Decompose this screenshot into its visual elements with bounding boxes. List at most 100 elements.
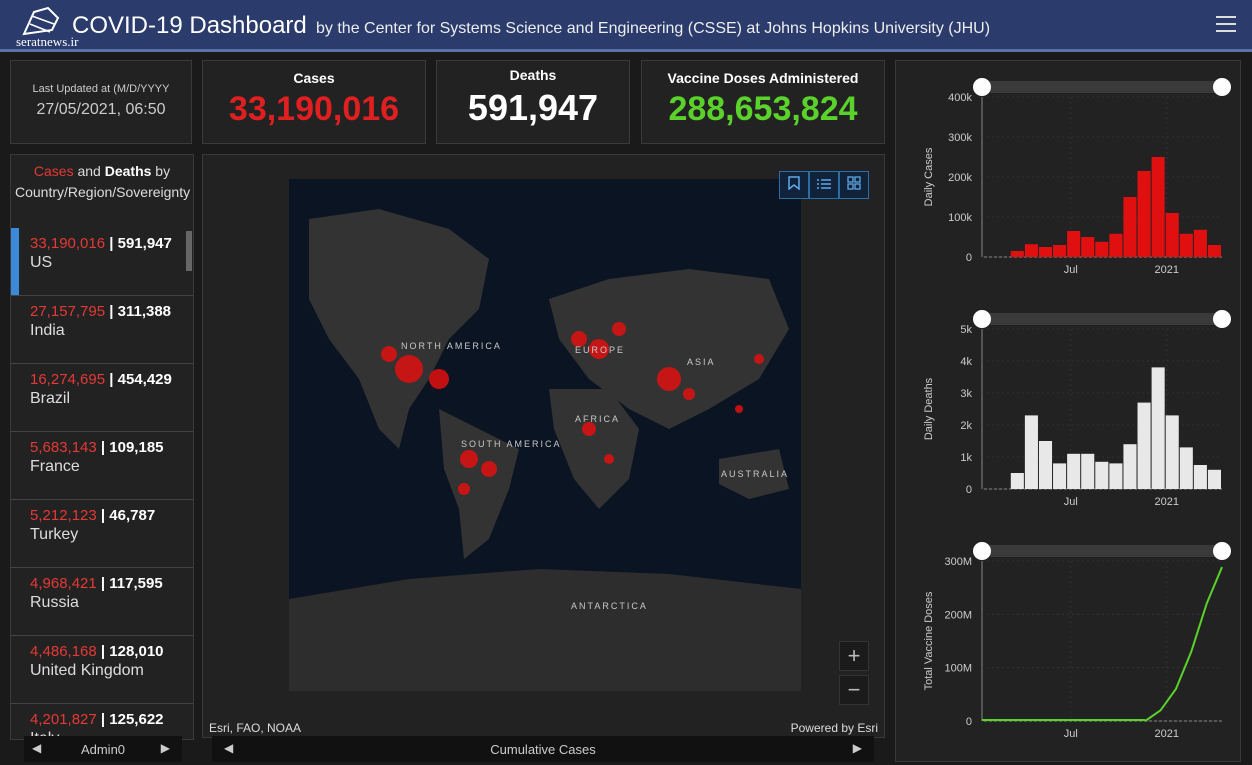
y-tick-label: 200k <box>948 172 972 184</box>
list-item-deaths: 125,622 <box>109 711 164 728</box>
world-map[interactable]: NORTH AMERICA EUROPE ASIA AFRICA SOUTH A… <box>289 179 801 691</box>
list-item[interactable]: 33,190,016 | 591,947 US <box>11 228 193 296</box>
deaths-value: 591,947 <box>467 87 599 128</box>
vaccine-panel: Vaccine Doses Administered 288,653,824 <box>641 60 885 144</box>
list-item-name: Russia <box>30 594 79 611</box>
list-item[interactable]: 16,274,695 | 454,429 Brazil <box>11 364 193 432</box>
bar <box>1038 441 1053 489</box>
bar <box>1095 241 1109 257</box>
cases-value: 33,190,016 <box>228 90 400 128</box>
map-label-australia: AUSTRALIA <box>721 469 790 479</box>
list-item-deaths-sep: | <box>96 507 110 524</box>
x-tick-label: Jul <box>1064 264 1078 276</box>
bar <box>1137 171 1151 257</box>
zoom-out-button[interactable]: − <box>839 675 869 705</box>
top-bar: seratnews.ir COVID-19 Dashboard by the C… <box>0 0 1252 52</box>
range-handle-left <box>973 310 991 328</box>
list-item[interactable]: 27,157,795 | 311,388 India <box>11 296 193 364</box>
y-tick-label: 0 <box>966 716 972 728</box>
list-item-cases: 4,486,168 <box>30 643 97 660</box>
map-label-africa: AFRICA <box>575 414 621 424</box>
bar <box>1010 473 1024 489</box>
map-label-south-america: SOUTH AMERICA <box>461 439 562 449</box>
bar <box>1179 447 1193 489</box>
list-item-deaths: 117,595 <box>109 575 163 592</box>
list-header-rest: by Country/Region/Sovereignty <box>15 163 191 200</box>
list-item-cases: 4,968,421 <box>30 575 97 592</box>
bar <box>1207 469 1221 489</box>
map-next-icon[interactable]: ▶ <box>852 741 862 755</box>
range-handle-left <box>973 78 991 96</box>
map-attribution: Esri, FAO, NOAA <box>209 721 302 735</box>
list-item-deaths-sep: | <box>105 303 118 320</box>
last-updated-panel: Last Updated at (M/D/YYYY 27/05/2021, 06… <box>10 60 192 144</box>
y-tick-label: 2k <box>960 420 972 432</box>
list-item-cases: 27,157,795 <box>30 303 106 320</box>
list-item-deaths-sep: | <box>96 643 110 660</box>
list-item-cases: 5,683,143 <box>30 439 97 456</box>
map-label-antarctica: ANTARCTICA <box>571 601 648 611</box>
list-prev-icon[interactable]: ◀ <box>32 741 42 755</box>
logo-icon <box>22 6 60 36</box>
y-tick-label: 3k <box>960 388 972 400</box>
list-item-name: Brazil <box>30 390 71 407</box>
range-slider <box>982 313 1222 325</box>
list-item-deaths-sep: | <box>105 371 118 388</box>
range-handle-left <box>973 542 991 560</box>
y-tick-label: 100k <box>948 212 972 224</box>
list-item-name: US <box>30 254 53 271</box>
bar <box>1053 463 1067 489</box>
bar <box>1053 245 1067 257</box>
list-item-deaths: 46,787 <box>109 507 156 524</box>
vaccine-doses-chart: 0 100M 200M 300M Jul 2021 Total Vaccine Doses <box>923 542 1231 740</box>
list-item-deaths: 109,185 <box>109 439 164 456</box>
y-tick-label: 0 <box>966 252 972 264</box>
x-tick-label: Jul <box>1064 728 1078 740</box>
basemap-gallery-icon[interactable] <box>839 171 869 199</box>
list-next-icon[interactable]: ▶ <box>160 741 170 755</box>
list-item-cases: 16,274,695 <box>30 371 106 388</box>
cases-panel: Cases 33,190,016 <box>202 60 426 144</box>
list-item[interactable]: 5,683,143 | 109,185 France <box>11 432 193 500</box>
bar <box>1024 244 1038 257</box>
map-label-north-america: NORTH AMERICA <box>401 341 502 351</box>
list-item-deaths: 454,429 <box>117 371 172 388</box>
deaths-panel: Deaths 591,947 <box>436 60 630 144</box>
y-tick-label: 200M <box>944 609 972 621</box>
map-footer: ◀ Cumulative Cases ▶ <box>212 736 874 762</box>
y-tick-label: 4k <box>960 356 972 368</box>
vaccine-value: 288,653,824 <box>668 90 858 128</box>
bar <box>1067 231 1081 257</box>
map-prev-icon[interactable]: ◀ <box>224 741 234 755</box>
map-svg <box>289 179 801 691</box>
list-item[interactable]: 5,212,123 | 46,787 Turkey <box>11 500 193 568</box>
daily-cases-chart: 0 100k 200k 300k 400k Jul 2021 Daily Cases <box>923 78 1231 276</box>
range-slider <box>982 81 1222 93</box>
bar <box>1024 415 1038 489</box>
bookmark-icon[interactable] <box>779 171 809 199</box>
case-markers <box>381 322 764 495</box>
legend-list-icon[interactable] <box>809 171 839 199</box>
powered-by[interactable]: Powered by Esri <box>790 721 878 735</box>
list-item-name: France <box>30 458 80 475</box>
landmass-africa <box>549 389 639 509</box>
y-tick-label: 0 <box>966 484 972 496</box>
range-handle-right <box>1213 310 1231 328</box>
zoom-in-button[interactable]: + <box>839 641 869 671</box>
y-tick-label: 300k <box>948 132 972 144</box>
list-header-cases: Cases <box>33 163 74 179</box>
list-item[interactable]: 4,201,827 | 125,622 Italy <box>11 704 193 739</box>
list-item[interactable]: 4,968,421 | 117,595 Russia <box>11 568 193 636</box>
bar <box>1151 157 1165 257</box>
list-item[interactable]: 4,486,168 | 128,010 United Kingdom <box>11 636 193 704</box>
list-scrollbar[interactable] <box>186 231 192 271</box>
bar <box>1095 461 1109 489</box>
bar <box>1123 444 1137 489</box>
hamburger-menu-icon[interactable] <box>1216 16 1236 34</box>
x-tick-label: 2021 <box>1155 728 1179 740</box>
list-item-name: India <box>30 322 65 339</box>
cases-label: Cases <box>293 70 335 86</box>
range-slider <box>982 545 1222 557</box>
bar <box>1081 237 1095 257</box>
list-header-deaths: Deaths <box>104 163 152 179</box>
